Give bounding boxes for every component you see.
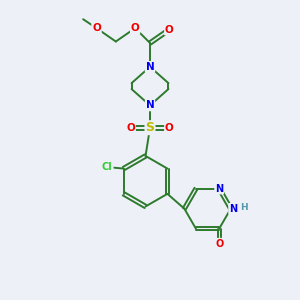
Text: O: O xyxy=(92,23,101,33)
Text: Cl: Cl xyxy=(102,162,113,172)
Text: H: H xyxy=(240,203,248,212)
Text: N: N xyxy=(146,62,154,72)
Text: N: N xyxy=(229,204,237,214)
Text: S: S xyxy=(146,121,154,134)
Text: N: N xyxy=(215,184,223,194)
Text: O: O xyxy=(131,23,140,33)
Text: O: O xyxy=(215,238,223,249)
Text: O: O xyxy=(126,123,135,133)
Text: N: N xyxy=(146,100,154,110)
Text: O: O xyxy=(165,123,174,133)
Text: O: O xyxy=(165,25,174,34)
